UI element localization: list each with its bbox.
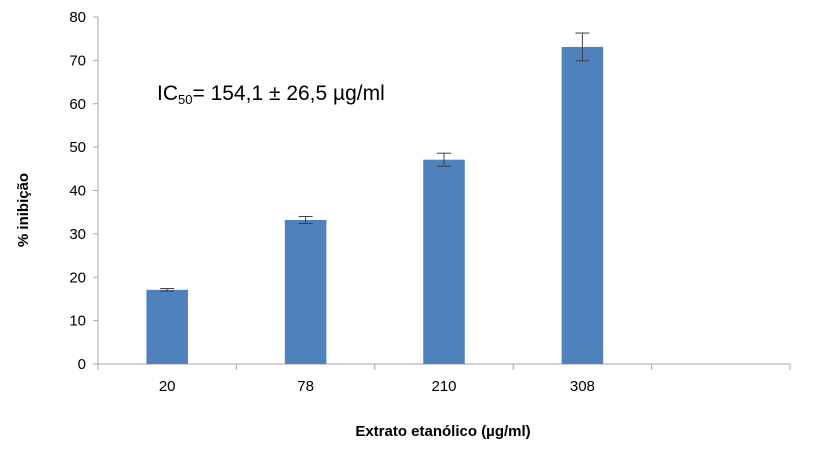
ic50-prefix: IC	[157, 82, 178, 105]
y-axis-title: % inibição	[15, 173, 32, 247]
plot-area: 0 10 20 30 40 50 60 70 80 20 78 210 308	[69, 9, 791, 395]
y-tick-label: 10	[69, 313, 86, 330]
y-tick-label: 70	[69, 52, 86, 69]
x-tick-label: 78	[297, 378, 314, 395]
x-axis-title: Extrato etanólico (µg/ml)	[355, 423, 530, 440]
y-tick-label: 40	[69, 183, 86, 200]
y-tick-label: 0	[78, 356, 86, 373]
x-tick-label: 20	[159, 378, 176, 395]
ic50-subscript: 50	[178, 92, 192, 107]
bar	[284, 219, 327, 364]
ic50-value: = 154,1 ± 26,5 µg/ml	[192, 82, 384, 105]
y-tick-label: 80	[69, 9, 86, 26]
y-tick-label: 30	[69, 226, 86, 243]
bar	[423, 159, 465, 364]
y-tick-label: 20	[69, 269, 86, 286]
y-tick-label: 60	[69, 96, 86, 113]
x-tick-label: 308	[570, 378, 595, 395]
ic50-annotation: IC50= 154,1 ± 26,5 µg/ml	[157, 82, 385, 107]
bar	[146, 289, 188, 364]
x-tick-label: 210	[431, 378, 456, 395]
y-tick-label: 50	[69, 139, 86, 156]
bar	[561, 46, 604, 365]
